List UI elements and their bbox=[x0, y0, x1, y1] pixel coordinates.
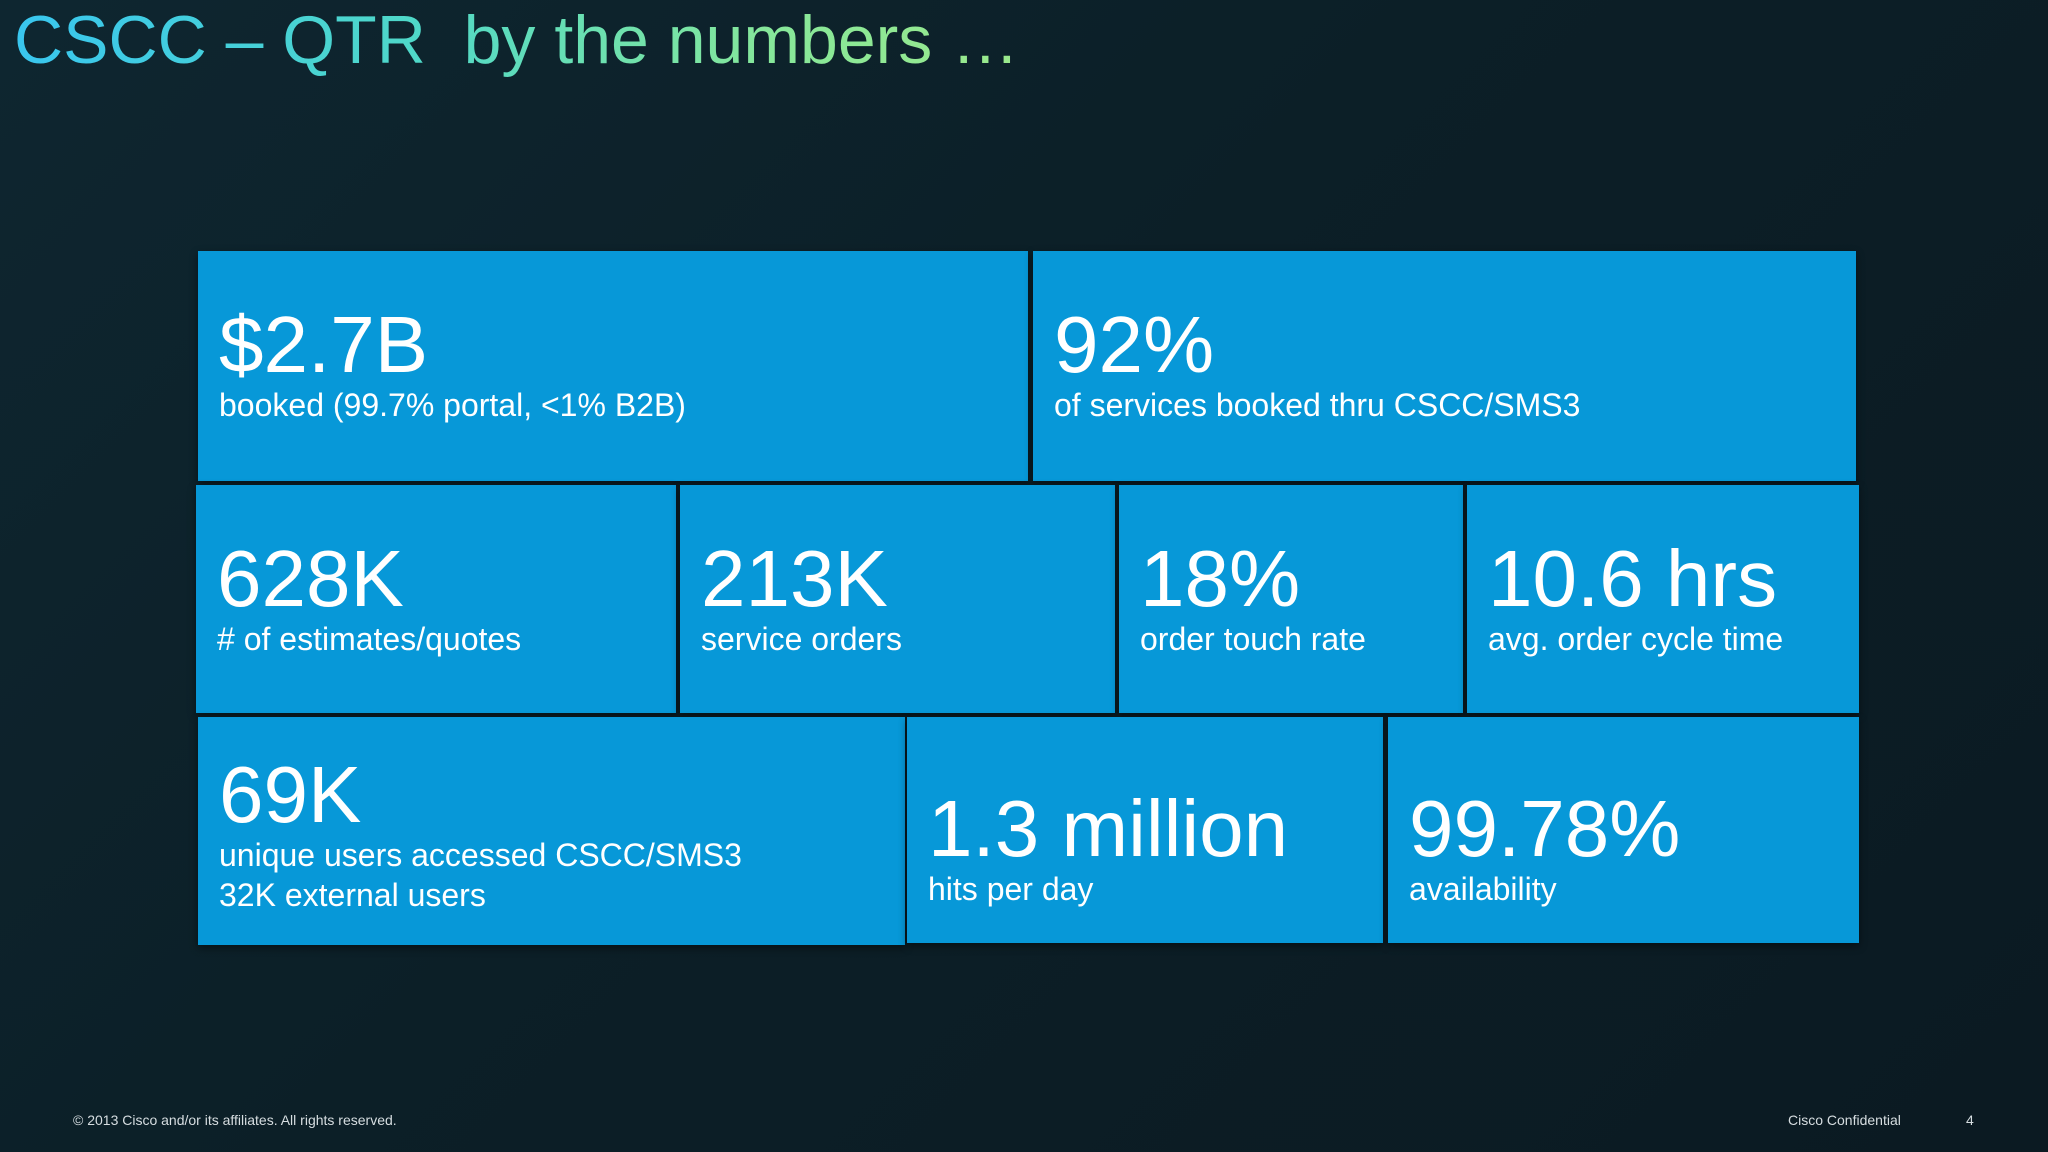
stat-label: # of estimates/quotes bbox=[217, 621, 522, 657]
page-number: 4 bbox=[1966, 1112, 1974, 1128]
stat-tile-hits: 1.3 million hits per day bbox=[907, 717, 1383, 943]
stat-label: booked (99.7% portal, <1% B2B) bbox=[219, 387, 686, 423]
stat-label: hits per day bbox=[928, 871, 1094, 907]
stat-label: availability bbox=[1409, 871, 1557, 907]
stat-label: unique users accessed CSCC/SMS3 bbox=[219, 837, 742, 873]
stat-label: order touch rate bbox=[1140, 621, 1366, 657]
stat-label-secondary: 32K external users bbox=[219, 877, 486, 913]
stat-tile-unique-users: 69K unique users accessed CSCC/SMS3 32K … bbox=[198, 717, 905, 945]
stat-value: 92% bbox=[1054, 300, 1215, 389]
stat-value: 99.78% bbox=[1409, 784, 1681, 873]
stat-tile-cycle-time: 10.6 hrs avg. order cycle time bbox=[1467, 485, 1859, 713]
stat-tile-touch-rate: 18% order touch rate bbox=[1119, 485, 1463, 713]
stat-value: 213K bbox=[701, 534, 888, 623]
stat-tile-availability: 99.78% availability bbox=[1388, 717, 1859, 943]
stat-value: 10.6 hrs bbox=[1488, 534, 1778, 623]
stat-tile-service-orders: 213K service orders bbox=[680, 485, 1115, 713]
stat-label: of services booked thru CSCC/SMS3 bbox=[1054, 387, 1581, 423]
stat-value: 18% bbox=[1140, 534, 1301, 623]
footer-copyright: © 2013 Cisco and/or its affiliates. All … bbox=[73, 1112, 397, 1128]
stat-value: 1.3 million bbox=[928, 784, 1289, 873]
stat-tile-services-booked: 92% of services booked thru CSCC/SMS3 bbox=[1033, 251, 1856, 481]
stat-label: avg. order cycle time bbox=[1488, 621, 1784, 657]
stat-value: 628K bbox=[217, 534, 404, 623]
stat-tile-estimates: 628K # of estimates/quotes bbox=[196, 485, 676, 713]
footer-confidential: Cisco Confidential bbox=[1788, 1112, 1901, 1128]
stat-value: $2.7B bbox=[219, 300, 429, 389]
stat-label: service orders bbox=[701, 621, 902, 657]
slide-title: CSCC – QTR by the numbers … bbox=[14, 2, 1020, 78]
stat-value: 69K bbox=[219, 750, 362, 839]
stat-tile-bookings: $2.7B booked (99.7% portal, <1% B2B) bbox=[198, 251, 1028, 481]
